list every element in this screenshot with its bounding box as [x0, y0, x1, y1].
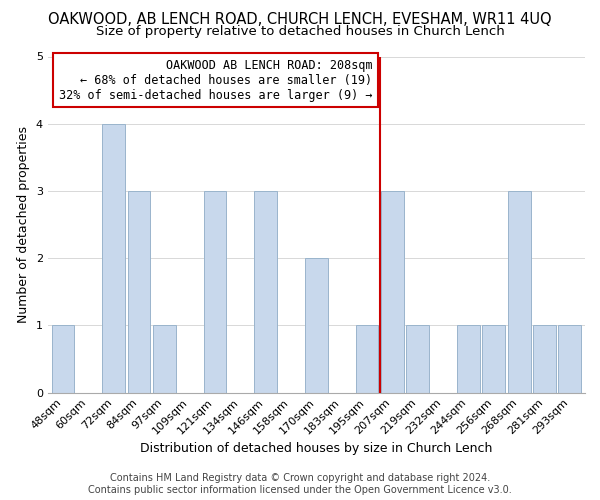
Bar — [482, 326, 505, 392]
Y-axis label: Number of detached properties: Number of detached properties — [17, 126, 30, 323]
Text: Contains HM Land Registry data © Crown copyright and database right 2024.
Contai: Contains HM Land Registry data © Crown c… — [88, 474, 512, 495]
Bar — [153, 326, 176, 392]
Bar — [203, 191, 226, 392]
Bar — [559, 326, 581, 392]
Bar — [533, 326, 556, 392]
Bar — [128, 191, 151, 392]
Bar — [508, 191, 530, 392]
Text: OAKWOOD, AB LENCH ROAD, CHURCH LENCH, EVESHAM, WR11 4UQ: OAKWOOD, AB LENCH ROAD, CHURCH LENCH, EV… — [48, 12, 552, 28]
Bar — [457, 326, 480, 392]
Bar — [52, 326, 74, 392]
Bar — [102, 124, 125, 392]
Bar — [381, 191, 404, 392]
Bar — [406, 326, 429, 392]
Bar — [356, 326, 379, 392]
Text: Size of property relative to detached houses in Church Lench: Size of property relative to detached ho… — [95, 25, 505, 38]
Text: OAKWOOD AB LENCH ROAD: 208sqm
← 68% of detached houses are smaller (19)
32% of s: OAKWOOD AB LENCH ROAD: 208sqm ← 68% of d… — [59, 58, 372, 102]
X-axis label: Distribution of detached houses by size in Church Lench: Distribution of detached houses by size … — [140, 442, 493, 455]
Bar — [254, 191, 277, 392]
Bar — [305, 258, 328, 392]
